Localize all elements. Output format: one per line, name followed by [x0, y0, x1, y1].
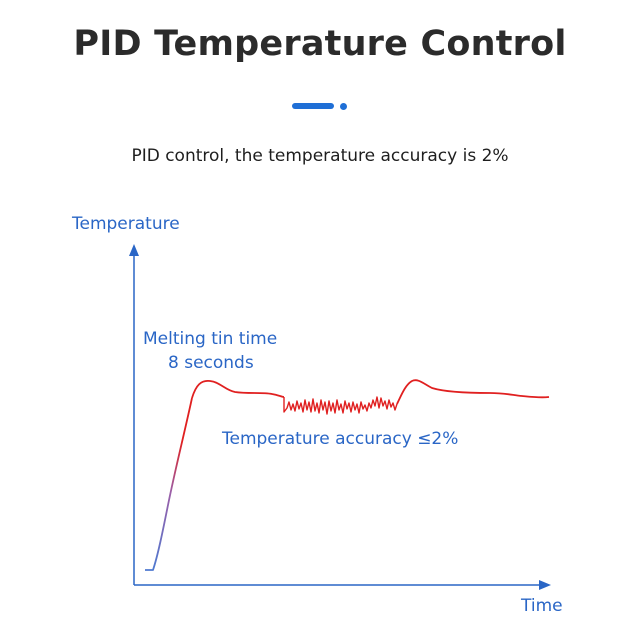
curve-oscillation	[283, 396, 398, 415]
x-axis-arrow	[539, 580, 551, 590]
melting-time-label: Melting tin time	[143, 329, 277, 349]
page-title: PID Temperature Control	[73, 24, 567, 64]
title-accent-bar	[292, 103, 334, 109]
curve-rise	[145, 397, 193, 571]
curve-steady	[396, 379, 550, 405]
curve-overshoot	[191, 380, 285, 399]
page-subtitle: PID control, the temperature accuracy is…	[131, 146, 509, 166]
title-accent-dot	[340, 103, 347, 110]
melting-time-seconds: 8 seconds	[168, 353, 254, 373]
y-axis-arrow	[129, 244, 139, 256]
x-axis-label: Time	[520, 596, 563, 616]
accuracy-label: Temperature accuracy ≤2%	[221, 429, 458, 449]
y-axis-label: Temperature	[71, 214, 180, 234]
